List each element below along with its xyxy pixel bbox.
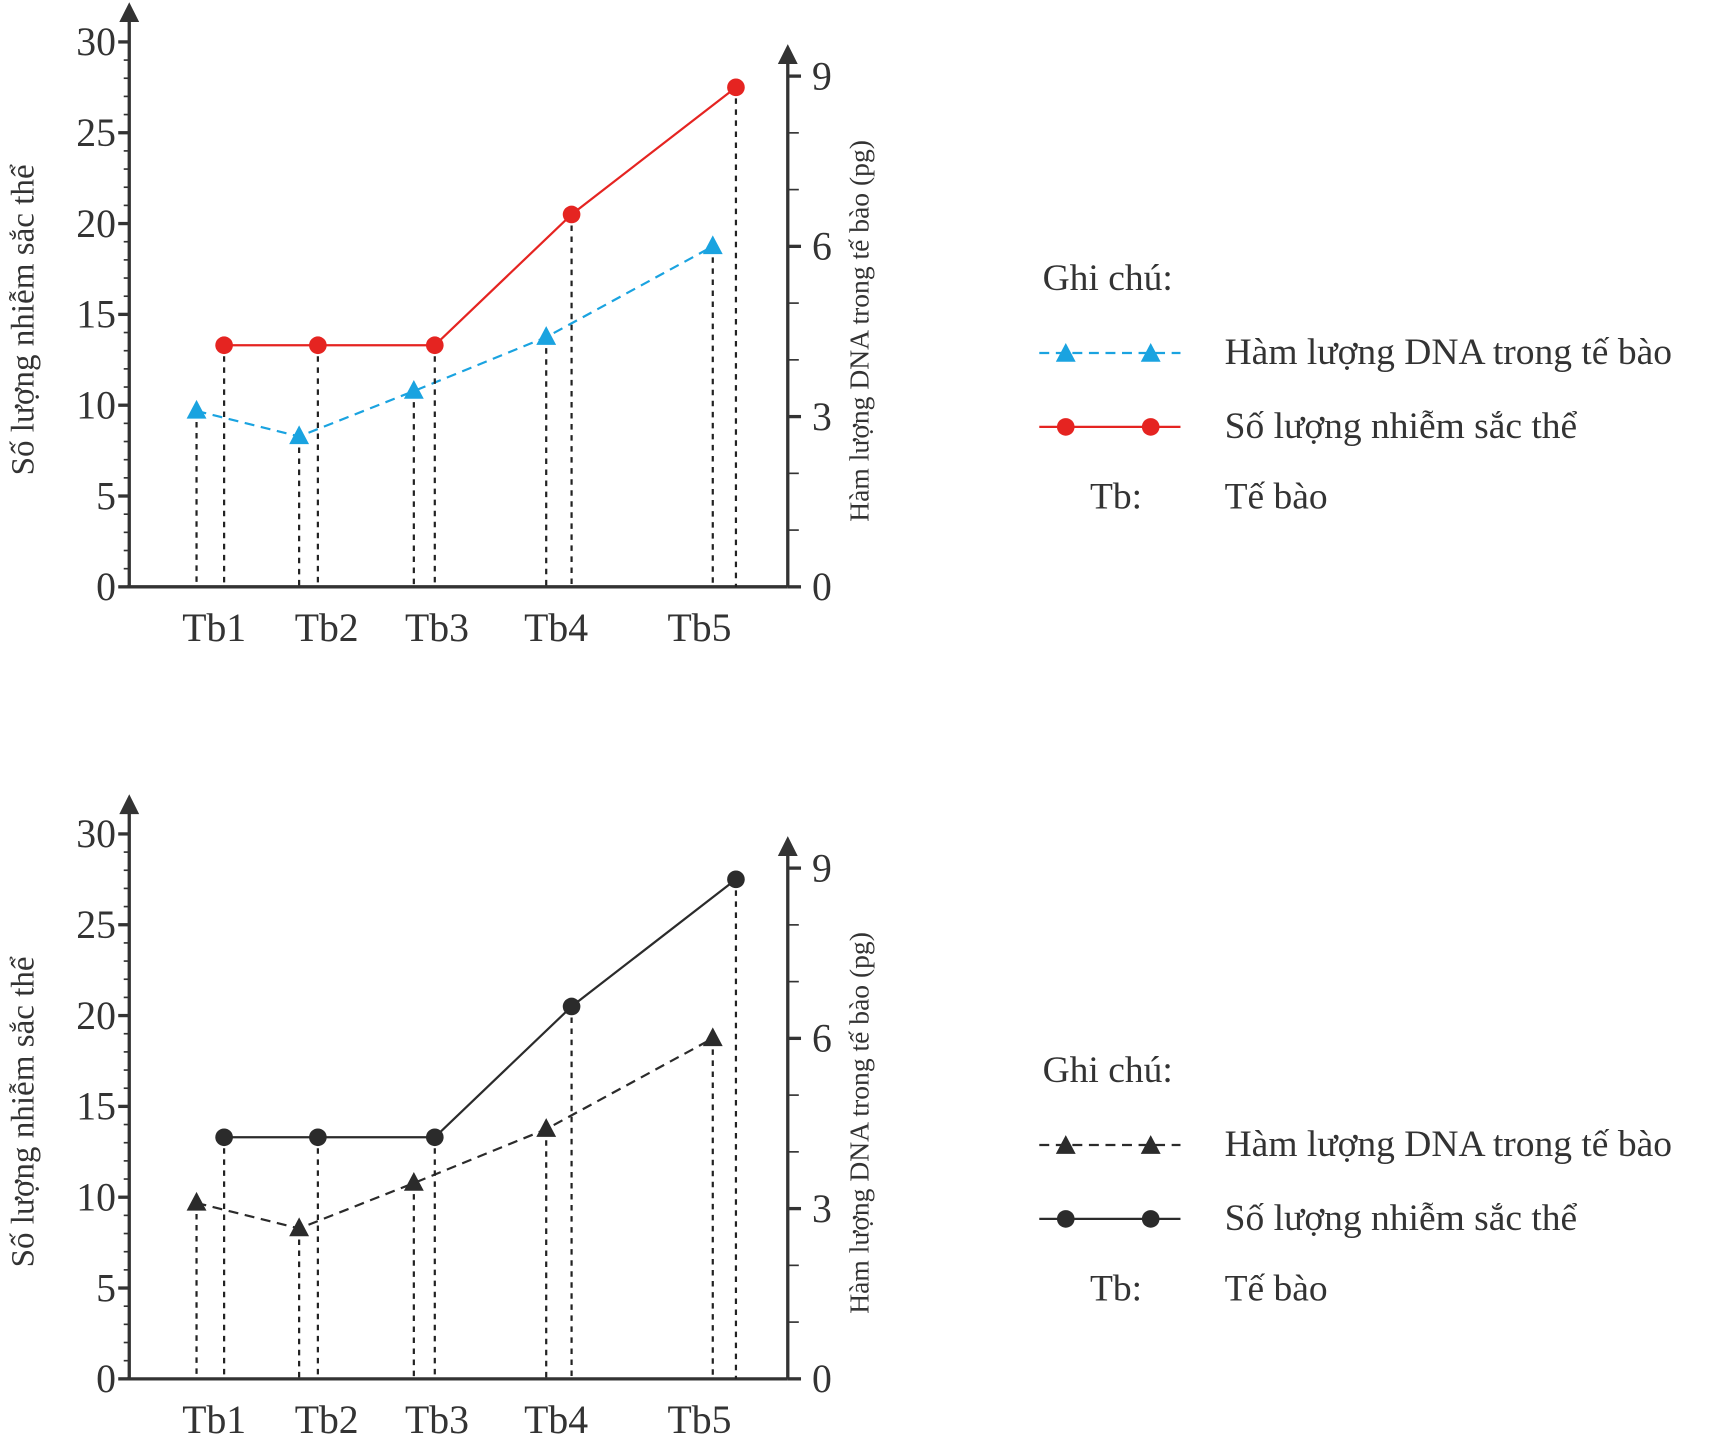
left-axis-title: Số lượng nhiễm sắc thể — [5, 956, 41, 1267]
legend: Ghi chú: Hàm lượng DNA trong tế bào Số lượ… — [1039, 258, 1672, 518]
right-tick-label: 3 — [812, 1187, 832, 1231]
left-tick-label: 10 — [76, 1175, 116, 1219]
right-tick-label: 3 — [812, 395, 832, 439]
data-point-triangle — [536, 326, 557, 345]
right-axis-arrow — [777, 44, 798, 64]
legend-marker — [1055, 1135, 1076, 1154]
data-point-triangle — [186, 1191, 207, 1211]
left-tick-label: 0 — [96, 565, 116, 609]
left-tick-label: 30 — [76, 20, 116, 64]
legend-label: Số lượng nhiễm sắc thể — [1225, 406, 1578, 447]
data-point-circle — [727, 78, 745, 97]
left-tick-label: 15 — [76, 1085, 116, 1129]
legend-marker — [1141, 418, 1160, 436]
left-axis-arrow — [119, 794, 140, 815]
right-axis-arrow — [777, 836, 798, 856]
right-tick-label: 9 — [812, 846, 832, 890]
legend-label: Số lượng nhiễm sắc thể — [1225, 1198, 1578, 1239]
legend-label: Hàm lượng DNA trong tế bào — [1225, 332, 1672, 373]
x-tick-label: Tb4 — [524, 1398, 588, 1434]
left-tick-label: 0 — [96, 1357, 116, 1401]
left-axis-arrow — [119, 2, 140, 23]
legend-abbr-value: Tế bào — [1225, 1269, 1328, 1310]
series-line — [196, 1037, 714, 1230]
right-tick-label: 9 — [812, 54, 832, 98]
data-point-circle — [425, 336, 444, 355]
left-tick-label: 25 — [76, 903, 116, 947]
data-point-triangle — [289, 425, 310, 445]
legend-title: Ghi chú: — [1043, 1050, 1173, 1091]
legend: Ghi chú: Hàm lượng DNA trong tế bào Số lượ… — [1039, 1050, 1672, 1310]
left-tick-label: 30 — [76, 812, 116, 856]
x-tick-label: Tb4 — [524, 606, 588, 650]
data-point-triangle — [186, 399, 207, 419]
legend-marker — [1140, 1135, 1161, 1154]
legend-marker — [1140, 343, 1161, 362]
data-point-triangle — [403, 1172, 424, 1191]
right-tick-label: 6 — [812, 1017, 832, 1061]
left-tick-label: 10 — [76, 383, 116, 427]
legend-marker — [1055, 343, 1076, 362]
data-point-triangle — [403, 380, 424, 399]
x-tick-label: Tb1 — [182, 606, 246, 650]
data-point-triangle — [289, 1217, 310, 1237]
data-point-triangle — [702, 235, 723, 255]
data-point-circle — [309, 1128, 327, 1147]
legend-abbr-key: Tb: — [1090, 477, 1142, 518]
legend-abbr-key: Tb: — [1090, 1269, 1142, 1310]
x-tick-label: Tb2 — [295, 606, 359, 650]
data-point-circle — [562, 997, 581, 1016]
data-point-circle — [215, 1128, 233, 1147]
left-tick-label: 20 — [76, 202, 116, 246]
x-tick-label: Tb3 — [405, 1398, 469, 1434]
left-tick-label: 15 — [76, 293, 116, 337]
series-line — [196, 245, 714, 438]
right-tick-label: 0 — [812, 565, 832, 609]
left-tick-label: 5 — [96, 474, 116, 518]
data-point-triangle — [536, 1118, 557, 1137]
data-point-circle — [562, 205, 581, 224]
right-axis-title: Hàm lượng DNA trong tế bào (pg) — [843, 140, 874, 522]
series-line — [224, 878, 737, 1139]
data-point-circle — [309, 336, 327, 355]
x-tick-label: Tb2 — [295, 1398, 359, 1434]
left-axis-title: Số lượng nhiễm sắc thể — [5, 164, 41, 475]
x-tick-label: Tb5 — [668, 606, 732, 650]
x-tick-label: Tb1 — [182, 1398, 246, 1434]
legend-marker — [1056, 418, 1075, 436]
x-tick-label: Tb3 — [405, 606, 469, 650]
right-tick-label: 0 — [812, 1357, 832, 1401]
right-axis-title: Hàm lượng DNA trong tế bào (pg) — [843, 932, 874, 1314]
right-tick-label: 6 — [812, 225, 832, 269]
legend-label: Hàm lượng DNA trong tế bào — [1225, 1124, 1672, 1165]
data-point-circle — [425, 1128, 444, 1147]
data-point-triangle — [702, 1027, 723, 1047]
left-tick-label: 5 — [96, 1266, 116, 1310]
left-tick-label: 25 — [76, 111, 116, 155]
chart-2: 0 5 10 15 20 25 30 0 3 6 9 Tb1 Tb2 Tb3 Tb4 Tb5 Số lượng … — [5, 794, 1672, 1434]
legend-title: Ghi chú: — [1043, 258, 1173, 299]
legend-marker — [1141, 1210, 1160, 1228]
chart-1: 0 5 10 15 20 25 30 0 3 6 9 Tb1 Tb2 Tb3 Tb4 Tb5 Số lượng … — [5, 2, 1672, 650]
legend-abbr-value: Tế bào — [1225, 477, 1328, 518]
left-tick-label: 20 — [76, 994, 116, 1038]
legend-marker — [1056, 1210, 1075, 1228]
series-line — [224, 86, 737, 347]
data-point-circle — [727, 870, 745, 889]
x-tick-label: Tb5 — [668, 1398, 732, 1434]
data-point-circle — [215, 336, 233, 355]
